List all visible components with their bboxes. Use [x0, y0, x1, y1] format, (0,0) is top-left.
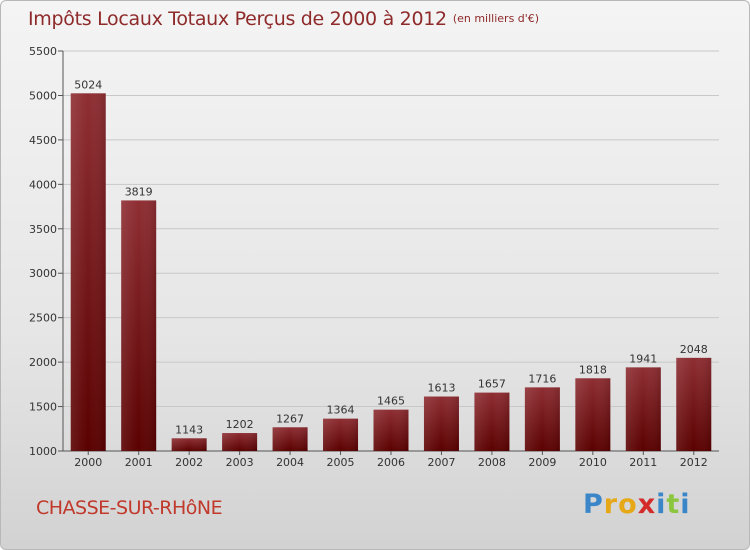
y-tick-label: 2500 — [29, 312, 57, 325]
value-label-2008: 1657 — [478, 378, 506, 391]
value-label-2011: 1941 — [629, 352, 657, 365]
logo-letter: t — [666, 489, 681, 520]
bar-shine-2009 — [524, 387, 560, 451]
y-tick-label: 5000 — [29, 89, 57, 102]
y-tick-label: 3500 — [29, 223, 57, 236]
x-tick-label-2005: 2005 — [327, 456, 355, 469]
y-tick-label: 1000 — [29, 445, 57, 458]
logo-letter: i — [656, 489, 667, 520]
value-label-2012: 2048 — [680, 343, 708, 356]
bar-shine-2003 — [222, 433, 258, 451]
chart-title-text: Impôts Locaux Totaux Perçus de 2000 à 20… — [28, 8, 447, 30]
value-label-2005: 1364 — [327, 404, 355, 417]
x-tick-label-2009: 2009 — [528, 456, 556, 469]
bar-shine-2000 — [70, 93, 106, 452]
logo-letter: x — [637, 489, 657, 520]
bar-shine-2011 — [625, 367, 661, 451]
x-tick-label-2010: 2010 — [579, 456, 607, 469]
value-label-2002: 1143 — [175, 423, 203, 436]
y-tick-label: 2000 — [29, 356, 57, 369]
bar-shine-2006 — [373, 409, 409, 451]
value-label-2004: 1267 — [276, 412, 304, 425]
x-tick-label-2012: 2012 — [680, 456, 708, 469]
commune-name: CHASSE-SUR-RHôNE — [36, 497, 223, 519]
value-label-2000: 5024 — [74, 78, 102, 91]
value-label-2003: 1202 — [226, 418, 254, 431]
logo-letter: i — [680, 489, 691, 520]
bar-shine-2002 — [171, 438, 207, 451]
axis-layer: 1000 1500 2000 2500 3000 3500 4000 4500 5000 5500… — [29, 45, 719, 469]
y-tick-label: 3000 — [29, 267, 57, 280]
y-tick-label: 1500 — [29, 401, 57, 414]
x-tick-label-2004: 2004 — [276, 456, 304, 469]
x-tick-label-2011: 2011 — [629, 456, 657, 469]
logo-letter: r — [603, 489, 619, 520]
y-tick-label: 4500 — [29, 134, 57, 147]
value-label-2006: 1465 — [377, 395, 405, 408]
logo-letter: P — [583, 489, 604, 520]
bar-shine-2008 — [474, 392, 510, 451]
bar-layer — [70, 93, 712, 452]
grid-layer — [63, 50, 719, 452]
bar-shine-2010 — [575, 378, 611, 451]
bar-shine-2007 — [423, 396, 459, 451]
y-tick-label: 5500 — [29, 45, 57, 58]
chart-title: Impôts Locaux Totaux Perçus de 2000 à 20… — [28, 8, 539, 30]
value-label-2009: 1716 — [528, 372, 556, 385]
value-label-2010: 1818 — [579, 363, 607, 376]
value-label-2007: 1613 — [427, 382, 455, 395]
bar-shine-2005 — [323, 418, 359, 451]
x-tick-label-2007: 2007 — [427, 456, 455, 469]
value-label-2001: 3819 — [125, 185, 153, 198]
x-tick-label-2002: 2002 — [175, 456, 203, 469]
label-layer: 5024 3819 1143 1202 1267 1364 1465 1613 1657 1716… — [74, 78, 708, 436]
x-tick-label-2003: 2003 — [226, 456, 254, 469]
x-tick-label-2008: 2008 — [478, 456, 506, 469]
x-tick-label-2000: 2000 — [74, 456, 102, 469]
y-tick-label: 4000 — [29, 178, 57, 191]
chart-unit: (en milliers d'€) — [452, 12, 540, 25]
proxiti-logo: Proxiti — [583, 489, 691, 520]
x-tick-label-2006: 2006 — [377, 456, 405, 469]
bar-shine-2012 — [676, 357, 712, 451]
bar-shine-2001 — [121, 200, 157, 451]
bar-shine-2004 — [272, 427, 308, 451]
logo-letter: o — [618, 489, 638, 520]
x-tick-label-2001: 2001 — [125, 456, 153, 469]
